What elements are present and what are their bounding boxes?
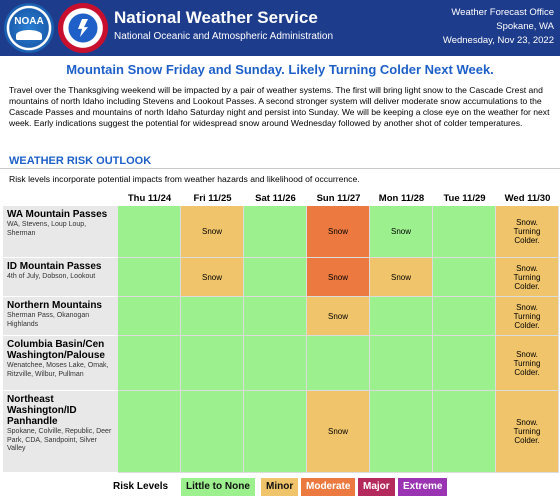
zone-locations: Sherman Pass, Okanogan Highlands: [7, 312, 90, 328]
legend-minor: Minor: [261, 478, 299, 496]
page-header: NOAA National Weather Service National O…: [0, 0, 560, 56]
office-info: Weather Forecast Office Spokane, WA Wedn…: [394, 6, 554, 48]
day-header: Sun 11/27: [316, 193, 361, 204]
bird-icon: [16, 30, 42, 40]
risk-cell: [181, 297, 244, 336]
risk-cell: [118, 336, 181, 391]
risk-cell-text: Snow: [390, 272, 411, 282]
risk-cell-text: Snow: [201, 272, 222, 282]
risk-cell-text: Snow. Turning Colder.: [513, 218, 541, 245]
risk-cell: [433, 206, 496, 258]
risk-cell: Snow: [307, 258, 370, 297]
lightning-bolt-icon: [78, 19, 88, 37]
risk-cell: [244, 206, 307, 258]
risk-cell: [181, 391, 244, 473]
risk-cell: [244, 391, 307, 473]
office-name: Weather Forecast Office: [451, 7, 554, 18]
risk-cell: [433, 336, 496, 391]
zone-locations: 4th of July, Dobson, Lookout: [7, 273, 96, 280]
risk-cell-text: Snow: [201, 227, 222, 236]
risk-cell: [433, 391, 496, 473]
risk-cell: [307, 336, 370, 391]
section-divider: [0, 168, 560, 169]
risk-note: Risk levels incorporate potential impact…: [9, 174, 360, 184]
office-date: Wednesday, Nov 23, 2022: [442, 35, 554, 46]
risk-cell-text: Snow: [327, 427, 348, 436]
risk-cell-text: Snow. Turning Colder.: [513, 302, 541, 330]
zone-locations: WA, Stevens, Loup Loup, Sherman: [7, 221, 87, 237]
zone-label-northeast-washington-id-panhandle: Northeast Washington/ID Panhandle Spokane…: [3, 391, 118, 473]
risk-cell: Snow: [370, 206, 433, 258]
day-header: Fri 11/25: [193, 193, 232, 204]
page-headline: Mountain Snow Friday and Sunday. Likely …: [66, 62, 494, 77]
section-title: WEATHER RISK OUTLOOK: [9, 155, 152, 167]
risk-cell: [370, 336, 433, 391]
nws-logo[interactable]: [58, 3, 108, 53]
risk-cell: [118, 258, 181, 297]
zone-locations: Spokane, Colville, Republic, Deer Park, …: [7, 428, 112, 452]
zone-name: Northeast Washington/ID Panhandle: [7, 394, 77, 427]
risk-cell: Snow: [181, 206, 244, 258]
risk-cell-text: Snow. Turning Colder.: [513, 349, 541, 377]
risk-cell-text: Snow: [327, 272, 348, 282]
risk-cell: [181, 336, 244, 391]
risk-cell: Snow: [307, 391, 370, 473]
risk-cell: [244, 297, 307, 336]
office-location: Spokane, WA: [496, 21, 554, 32]
legend-label: Risk Levels: [113, 481, 169, 492]
risk-cell: [118, 206, 181, 258]
zone-name: ID Mountain Passes: [7, 261, 102, 272]
risk-cell: [433, 297, 496, 336]
risk-cell: Snow: [181, 258, 244, 297]
risk-cell: [370, 391, 433, 473]
legend-moderate: Moderate: [301, 478, 356, 496]
legend-none: Little to None: [181, 478, 255, 496]
risk-cell-text: Snow: [390, 227, 411, 236]
legend-major: Major: [358, 478, 395, 496]
risk-cell: Snow. Turning Colder.: [496, 391, 559, 473]
zone-locations: Wenatchee, Moses Lake, Omak, Ritzville, …: [7, 362, 109, 378]
zone-name: Northern Mountains: [7, 300, 102, 311]
risk-cell: Snow: [307, 206, 370, 258]
risk-cell: Snow. Turning Colder.: [496, 206, 559, 258]
risk-cell-text: Snow: [327, 311, 348, 321]
risk-cell: [433, 258, 496, 297]
risk-cell: Snow. Turning Colder.: [496, 336, 559, 391]
site-title[interactable]: National Weather Service: [114, 8, 318, 27]
noaa-logo[interactable]: NOAA: [4, 3, 54, 53]
risk-cell: [244, 258, 307, 297]
site-subtitle: National Oceanic and Atmospheric Adminis…: [114, 31, 334, 42]
zone-label-wa-mountain-passes: WA Mountain Passes WA, Stevens, Loup Loup…: [3, 206, 118, 258]
zone-label-columbia-basin-cen-washington-palouse: Columbia Basin/Cen Washington/Palouse Wen…: [3, 336, 118, 391]
noaa-logo-text: NOAA: [14, 16, 44, 27]
risk-cell: [244, 336, 307, 391]
day-header: Sat 11/26: [255, 193, 296, 204]
zone-name: Columbia Basin/Cen Washington/Palouse: [7, 339, 105, 361]
risk-cell-text: Snow. Turning Colder.: [513, 418, 541, 445]
day-header: Mon 11/28: [378, 193, 425, 204]
risk-cell: Snow: [370, 258, 433, 297]
risk-cell: [118, 391, 181, 473]
zone-label-id-mountain-passes: ID Mountain Passes 4th of July, Dobson, L…: [3, 258, 118, 297]
risk-cell: Snow. Turning Colder.: [496, 258, 559, 297]
risk-cell: [370, 297, 433, 336]
day-header: Wed 11/30: [504, 193, 551, 204]
risk-cell-text: Snow. Turning Colder.: [513, 263, 541, 291]
legend-extreme: Extreme: [398, 478, 448, 496]
day-header: Tue 11/29: [443, 193, 486, 204]
risk-cell-text: Snow: [327, 227, 348, 236]
risk-cell: Snow. Turning Colder.: [496, 297, 559, 336]
zone-label-northern-mountains: Northern Mountains Sherman Pass, Okanogan…: [3, 297, 118, 336]
forecast-summary: Travel over the Thanksgiving weekend wil…: [9, 85, 550, 128]
day-header: Thu 11/24: [127, 193, 172, 204]
risk-outlook-grid: Thu 11/24 Fri 11/25 Sat 11/26 Sun 11/27 Mon …: [3, 192, 560, 473]
zone-name: WA Mountain Passes: [7, 209, 108, 220]
risk-cell: Snow: [307, 297, 370, 336]
risk-cell: [118, 297, 181, 336]
risk-legend: Risk Levels Little to None Minor Moderate M…: [113, 478, 560, 496]
